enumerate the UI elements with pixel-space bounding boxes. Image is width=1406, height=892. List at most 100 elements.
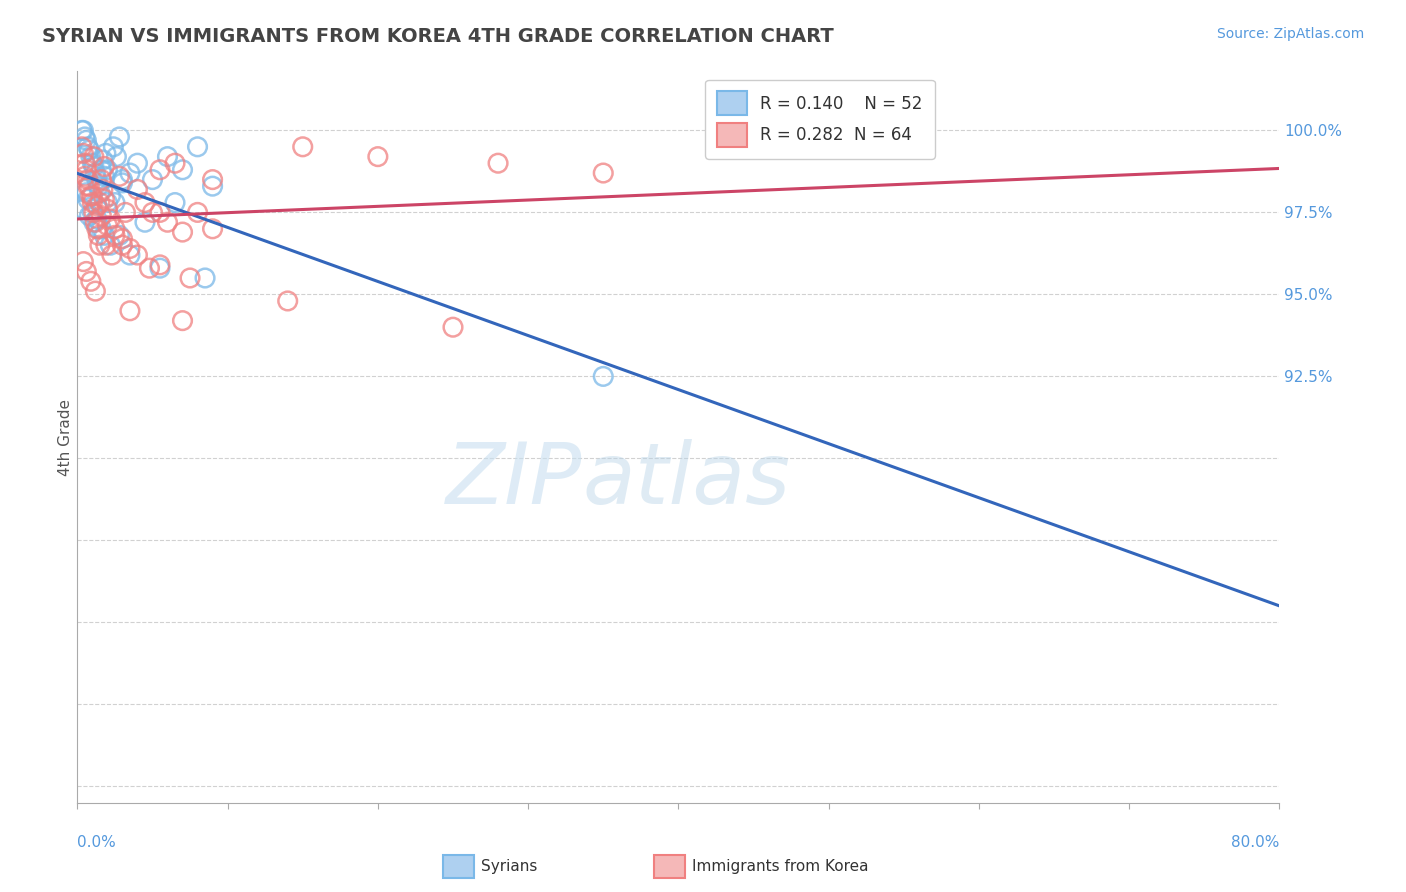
Point: [111, 172, 134, 186]
Point: [172, 162, 194, 177]
Point: [108, 130, 131, 145]
Text: atlas: atlas: [582, 440, 790, 523]
Point: [93, 160, 115, 174]
Point: [149, 205, 172, 219]
Point: [114, 205, 136, 219]
Point: [134, 215, 156, 229]
Point: [79, 179, 101, 194]
Point: [86, 211, 108, 226]
Point: [291, 140, 314, 154]
Point: [486, 156, 509, 170]
Point: [82, 189, 104, 203]
Point: [141, 205, 163, 219]
Point: [94, 146, 117, 161]
Point: [82, 195, 104, 210]
Point: [163, 195, 186, 210]
Point: [73, 182, 96, 196]
Point: [104, 195, 127, 210]
Point: [111, 176, 134, 190]
Point: [76, 192, 98, 206]
Point: [100, 189, 122, 203]
Point: [91, 182, 114, 196]
Point: [72, 123, 94, 137]
Point: [194, 271, 217, 285]
Point: [149, 258, 172, 272]
Point: [367, 150, 389, 164]
Point: [93, 228, 115, 243]
Point: [86, 199, 108, 213]
Point: [84, 166, 107, 180]
Point: [118, 303, 141, 318]
Point: [127, 182, 149, 196]
Point: [118, 248, 141, 262]
Point: [91, 153, 114, 167]
Text: SYRIAN VS IMMIGRANTS FROM KOREA 4TH GRADE CORRELATION CHART: SYRIAN VS IMMIGRANTS FROM KOREA 4TH GRAD…: [42, 27, 834, 45]
Point: [108, 228, 131, 243]
Point: [83, 215, 105, 229]
Point: [75, 133, 97, 147]
Point: [87, 228, 110, 243]
Point: [72, 146, 94, 161]
Point: [90, 209, 112, 223]
Point: [138, 261, 160, 276]
Point: [103, 140, 125, 154]
Point: [592, 369, 614, 384]
Point: [83, 205, 105, 219]
Point: [118, 242, 141, 256]
Point: [111, 232, 134, 246]
Point: [73, 169, 96, 184]
Point: [172, 313, 194, 327]
Point: [141, 172, 163, 186]
Point: [75, 186, 97, 200]
Point: [70, 140, 93, 154]
Point: [163, 156, 186, 170]
Point: [72, 202, 94, 216]
Point: [108, 169, 131, 184]
Point: [742, 140, 765, 154]
Point: [82, 156, 104, 170]
Point: [118, 166, 141, 180]
Point: [187, 140, 209, 154]
Point: [90, 172, 112, 186]
Point: [80, 274, 103, 288]
Point: [70, 123, 93, 137]
Point: [172, 225, 194, 239]
Point: [79, 209, 101, 223]
Y-axis label: 4th Grade: 4th Grade: [58, 399, 73, 475]
Point: [90, 162, 112, 177]
Text: Syrians: Syrians: [481, 859, 537, 873]
Point: [87, 222, 110, 236]
Point: [156, 215, 179, 229]
Point: [93, 169, 115, 184]
Point: [105, 150, 128, 164]
Point: [79, 143, 101, 157]
Point: [89, 195, 111, 210]
Point: [80, 189, 103, 203]
Point: [104, 222, 127, 236]
Point: [90, 222, 112, 236]
Point: [80, 150, 103, 164]
Point: [75, 264, 97, 278]
Point: [149, 162, 172, 177]
Point: [76, 140, 98, 154]
Point: [89, 238, 111, 252]
Point: [96, 195, 118, 210]
Point: [75, 162, 97, 177]
Point: [83, 150, 105, 164]
Point: [201, 179, 224, 194]
Point: [100, 238, 122, 252]
Point: [86, 172, 108, 186]
Point: [87, 179, 110, 194]
Point: [111, 238, 134, 252]
Text: Immigrants from Korea: Immigrants from Korea: [692, 859, 869, 873]
Point: [72, 254, 94, 268]
Point: [89, 186, 111, 200]
Text: ZIP: ZIP: [446, 440, 582, 523]
Point: [73, 130, 96, 145]
Point: [73, 156, 96, 170]
Point: [96, 202, 118, 216]
Point: [93, 192, 115, 206]
Point: [156, 150, 179, 164]
Point: [76, 179, 98, 194]
Point: [101, 248, 124, 262]
